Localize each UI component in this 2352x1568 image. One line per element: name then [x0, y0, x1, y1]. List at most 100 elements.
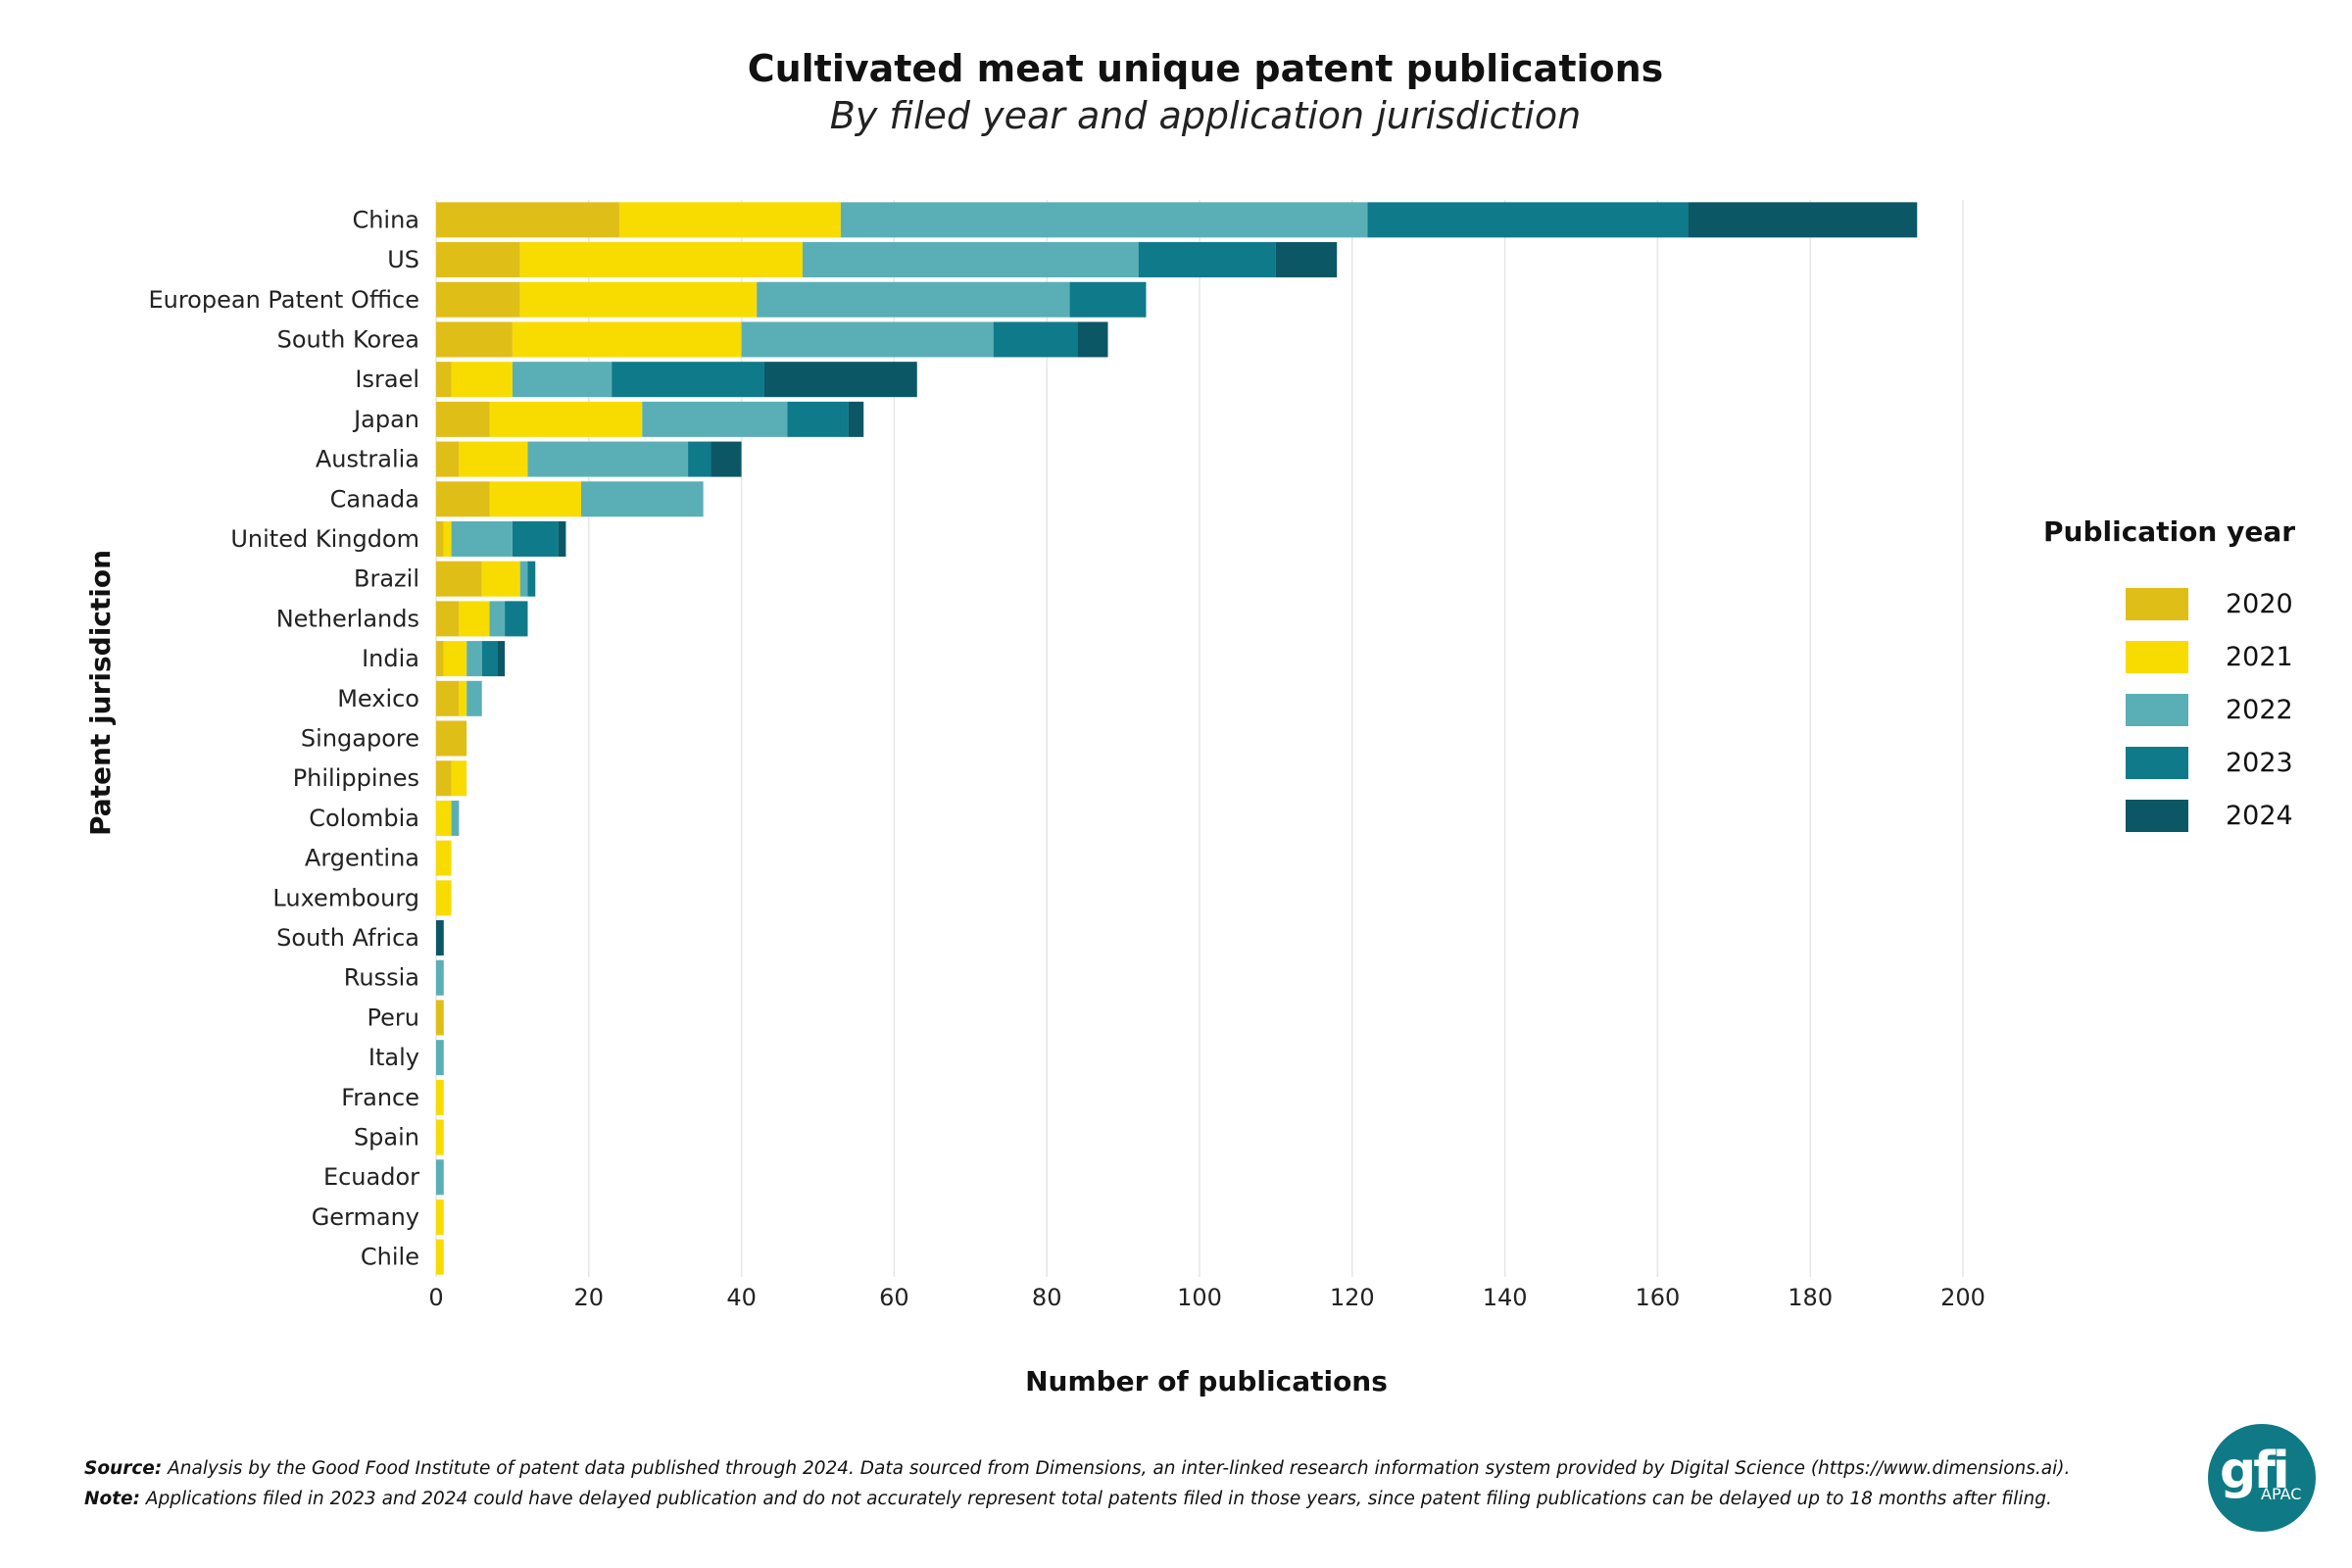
bar-segment-2021	[436, 880, 452, 916]
bar-segment-2020	[436, 321, 513, 358]
bar-segment-2024	[1688, 202, 1918, 238]
bar-segment-2024	[558, 520, 566, 557]
category-label: Italy	[368, 1044, 419, 1071]
bar-segment-2021	[436, 800, 452, 836]
bar-segment-2024	[1275, 242, 1338, 278]
bar-segment-2022	[451, 520, 513, 557]
x-tick-label-120: 120	[1330, 1284, 1375, 1311]
category-label: Spain	[354, 1124, 419, 1152]
bar-segment-2020	[436, 242, 520, 278]
x-axis-title: Number of publications	[1025, 1365, 1388, 1397]
category-label: Australia	[316, 446, 419, 473]
bar-segment-2022	[519, 561, 528, 597]
x-tick-label-0: 0	[428, 1284, 443, 1311]
category-label: India	[362, 645, 419, 672]
bar-segment-2022	[840, 202, 1368, 238]
legend-item-2022: 2022	[2043, 683, 2328, 736]
bar-segment-2020	[436, 401, 490, 437]
category-label: France	[341, 1084, 419, 1111]
bar-segment-2021	[489, 401, 643, 437]
source-text: Analysis by the Good Food Institute of p…	[168, 1458, 2071, 1479]
x-tick-label-200: 200	[1940, 1284, 1985, 1311]
bar-segment-2022	[741, 321, 994, 358]
bar-segment-2024	[763, 362, 917, 398]
legend-items: 2020 2021 2022 2023 2024	[2043, 577, 2328, 842]
category-label: Argentina	[305, 845, 419, 872]
category-label: Philippines	[293, 764, 419, 792]
bar-segment-2024	[1077, 321, 1108, 358]
bar-segment-2022	[527, 441, 689, 477]
legend-title: Publication year	[2043, 515, 2296, 548]
chart-subtitle: By filed year and application jurisdicti…	[829, 94, 1582, 137]
legend-item-2023: 2023	[2043, 736, 2328, 789]
bar-segment-2021	[451, 362, 513, 398]
bar-segment-2022	[512, 362, 612, 398]
category-label: US	[387, 246, 419, 273]
bar-segment-2021	[519, 242, 803, 278]
note-label: Note:	[84, 1489, 140, 1509]
legend-label: 2021	[2226, 641, 2293, 672]
bar-segment-2021	[459, 441, 528, 477]
category-label: Colombia	[309, 805, 419, 832]
bar-segment-2020	[436, 680, 460, 716]
bar-segment-2020	[436, 202, 619, 238]
category-label: Ecuador	[323, 1163, 419, 1191]
category-label: Japan	[352, 406, 419, 433]
bar-segment-2022	[451, 800, 460, 836]
bar-segment-2022	[757, 281, 1070, 318]
bar-segment-2023	[505, 601, 528, 637]
bar-segment-2023	[612, 362, 764, 398]
note-line: Note: Applications filed in 2023 and 202…	[84, 1489, 2123, 1509]
bar-segment-2023	[688, 441, 711, 477]
bar-segment-2022	[466, 680, 482, 716]
bar-segment-2020	[436, 520, 444, 557]
grid-lines	[435, 200, 1964, 1277]
y-axis-title: Patent jurisdiction	[84, 550, 117, 836]
bar-segment-2021	[481, 561, 520, 597]
category-label: Israel	[355, 366, 419, 393]
legend-item-2020: 2020	[2043, 577, 2328, 630]
bar-segment-2023	[787, 401, 849, 437]
bar-segment-2021	[489, 481, 582, 517]
category-label: Luxembourg	[272, 884, 419, 911]
legend-label: 2020	[2226, 588, 2293, 619]
category-label: Brazil	[354, 565, 419, 593]
category-label: Peru	[368, 1004, 419, 1031]
bar-segment-2021	[436, 1079, 444, 1115]
bar-segment-2020	[436, 601, 460, 637]
bar-segment-2020	[436, 641, 444, 677]
bar-segment-2022	[802, 242, 1139, 278]
bar-segment-2020	[436, 441, 460, 477]
chart-title: Cultivated meat unique patent publicatio…	[747, 47, 1664, 90]
legend-swatch	[2126, 799, 2188, 832]
bar-segment-2021	[436, 1119, 444, 1155]
bar-segment-2021	[618, 202, 841, 238]
bar-segment-2020	[436, 281, 520, 318]
x-tick-label-60: 60	[879, 1284, 909, 1311]
bar-segment-2020	[436, 481, 490, 517]
x-tick-label-140: 140	[1483, 1284, 1528, 1311]
legend-swatch	[2126, 587, 2188, 620]
x-tick-label-100: 100	[1177, 1284, 1222, 1311]
logo-main-text: gfi	[2220, 1442, 2290, 1500]
bar-segment-2022	[581, 481, 704, 517]
category-label: South Korea	[277, 325, 419, 353]
category-label: United Kingdom	[230, 525, 419, 553]
logo-sub-text: APAC	[2261, 1485, 2302, 1503]
legend-label: 2022	[2226, 694, 2293, 725]
bar-segment-2021	[459, 601, 490, 637]
x-tick-label-20: 20	[574, 1284, 605, 1311]
bar-segment-2024	[497, 641, 506, 677]
category-label: China	[352, 206, 419, 233]
legend-item-2024: 2024	[2043, 789, 2328, 842]
bars	[436, 202, 1918, 1275]
x-tick-label-160: 160	[1635, 1284, 1680, 1311]
x-tick-labels: 0 20 40 60 80 100 120 140 160 180 200	[428, 1284, 1985, 1311]
bar-segment-2022	[436, 1159, 444, 1196]
bar-segment-2022	[466, 641, 482, 677]
bar-segment-2023	[993, 321, 1078, 358]
source-note: Source: Analysis by the Good Food Instit…	[84, 1458, 2123, 1479]
bar-segment-2024	[436, 920, 444, 956]
bar-segment-2021	[436, 1199, 444, 1235]
gfi-apac-logo: gfi APAC	[2208, 1424, 2316, 1532]
